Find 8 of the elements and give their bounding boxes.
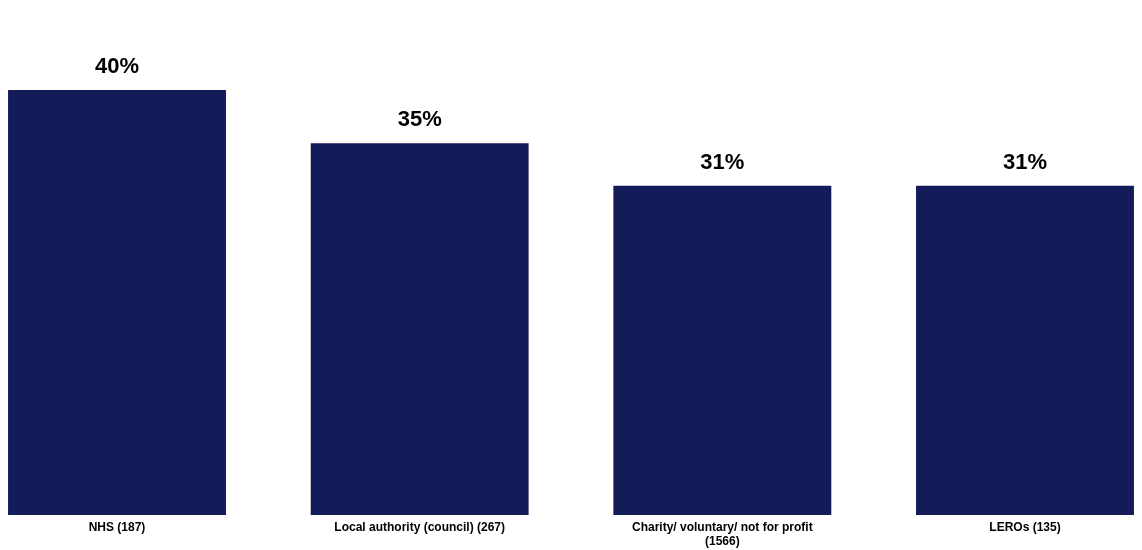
data-label: 31%	[700, 148, 745, 174]
data-label: 40%	[94, 53, 140, 78]
x-tick-label: NHS (187)	[88, 519, 146, 534]
data-label: 35%	[397, 106, 442, 132]
data-label: 31%	[1002, 148, 1048, 174]
x-tick-label: Charity/ voluntary/ not for profit (1566)	[631, 519, 813, 548]
x-tick-label: Local authority (council) (267)	[334, 519, 506, 534]
x-tick-label: LEROs (135)	[989, 519, 1061, 534]
